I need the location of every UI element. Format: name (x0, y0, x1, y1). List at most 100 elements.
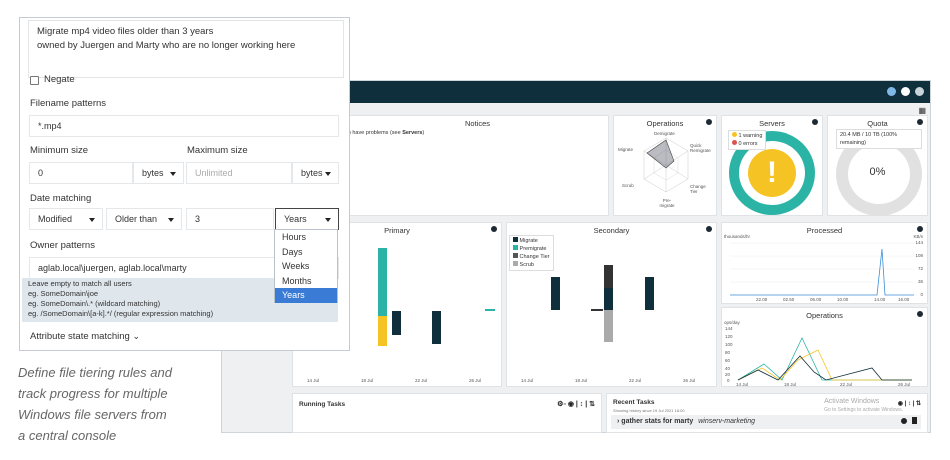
dashboard-topbar (222, 81, 930, 103)
dropdown-option-years[interactable]: Years (275, 288, 337, 303)
dropdown-option-hours[interactable]: Hours (282, 232, 307, 242)
filename-patterns-input[interactable]: *.mp4 (29, 115, 339, 137)
secondary-legend: Migrate Premigrate Change Tier Scrub (509, 235, 554, 271)
secondary-bar (604, 288, 613, 310)
running-tasks-title: Running Tasks (299, 401, 346, 408)
x-tick: 14 Jul (521, 378, 534, 383)
notices-title: Notices (464, 119, 490, 128)
secondary-title: Secondary (593, 226, 630, 235)
legend-item: Migrate (513, 237, 550, 245)
chart-toggle-icon[interactable]: ▦ (918, 106, 926, 115)
attribute-state-toggle[interactable]: Attribute state matching ⌄ (30, 331, 140, 342)
secondary-bar (591, 309, 603, 311)
x-tick: 26 Jul (683, 378, 696, 383)
maximum-size-label: Maximum size (187, 145, 248, 156)
info-icon[interactable] (917, 119, 923, 125)
info-icon[interactable] (491, 226, 497, 232)
running-tasks-panel: Running Tasks ⚙▫ ◉ | ↕ | ⇅ (292, 393, 602, 433)
recent-tasks-title: Recent Tasks (613, 399, 655, 406)
x-tick: 06.00 (810, 297, 822, 302)
operations-line-panel: Operations ops/day 144 120 100 80 60 40 … (721, 307, 928, 387)
maximum-size-unit-select[interactable]: bytes (292, 162, 339, 184)
warning-circle: ! (748, 149, 796, 197)
info-icon[interactable] (706, 226, 712, 232)
legend-item: Premigrate (513, 245, 550, 253)
y-tick: 40 (725, 366, 731, 371)
description-textarea[interactable]: Migrate mp4 video files older than 3 yea… (28, 20, 344, 78)
marketing-caption: Define file tiering rules and track prog… (18, 365, 172, 443)
y-tick: 100 (725, 342, 733, 347)
info-icon[interactable] (812, 119, 818, 125)
y-tick: 108 (915, 253, 923, 258)
x-tick: 14.00 (874, 297, 886, 302)
primary-bar (378, 248, 387, 316)
dropdown-option-months[interactable]: Months (282, 275, 312, 286)
date-amount-input[interactable]: 3 (186, 208, 274, 230)
radar-label: Migrate (618, 147, 634, 152)
y-tick: 80 (725, 350, 731, 355)
windows-watermark: Activate Windows Go to Settings to activ… (824, 398, 903, 413)
date-unit-dropdown: Hours Days Weeks Months Years (274, 229, 338, 303)
dashboard-window: ▦ Notices ) have problems (see Servers) … (221, 80, 931, 433)
x-tick: 22 Jul (415, 378, 428, 383)
minimum-size-unit-select[interactable]: bytes (133, 162, 184, 184)
y-tick: 0 (920, 292, 923, 297)
primary-bar (432, 311, 441, 344)
date-matching-label: Date matching (30, 193, 92, 204)
processed-ylabel: thousands/hr (724, 234, 751, 239)
secondary-bar (551, 277, 560, 310)
y-tick: 20 (725, 372, 731, 377)
task-name: gather stats for marty (621, 418, 694, 425)
info-icon[interactable] (706, 119, 712, 125)
servers-title: Servers (759, 119, 785, 128)
servers-link[interactable]: Servers (402, 130, 423, 136)
maximum-size-input[interactable]: Unlimited (186, 162, 292, 184)
info-icon[interactable] (917, 311, 923, 317)
quota-panel: Quota 0% 20.4 MB / 10 TB (100% remaining… (827, 115, 928, 216)
rule-dialog: Migrate mp4 video files older than 3 yea… (19, 17, 350, 351)
y-tick: 72 (917, 266, 923, 271)
date-comparison-select[interactable]: Older than (106, 208, 182, 230)
user-icon[interactable] (915, 87, 924, 96)
running-tasks-toolbar[interactable]: ⚙▫ ◉ | ↕ | ⇅ (557, 401, 595, 408)
warning-status: 1 warning (732, 132, 762, 140)
date-field-select[interactable]: Modified (29, 208, 103, 230)
processed-ylabel-right: KB/s (913, 234, 923, 239)
radar-label: Change Tier (690, 184, 706, 194)
servers-legend: 1 warning 0 errors (728, 130, 767, 150)
operations-line-chart (737, 337, 912, 381)
radar-label: Demigrate (654, 131, 675, 136)
x-tick: 22.00 (756, 297, 768, 302)
processed-panel: Processed thousands/hr KB/s 144 108 72 3… (721, 222, 928, 304)
radar-label: Pre-migrate (659, 198, 675, 208)
info-icon[interactable] (917, 226, 923, 232)
recent-tasks-toolbar[interactable]: ◉ | ↕ | ⇅ (897, 401, 921, 407)
servers-panel: Servers ! 1 warning 0 errors (721, 115, 823, 216)
ops-ylabel: ops/day (724, 320, 740, 325)
notices-text: ) have problems (see Servers) (349, 130, 425, 136)
dropdown-option-days[interactable]: Days (282, 246, 303, 257)
chevron-down-icon (168, 218, 174, 222)
task-status-icon[interactable] (901, 418, 907, 424)
x-tick: 14 Jul (307, 378, 320, 383)
chevron-down-icon: ⌄ (132, 331, 140, 341)
dropdown-option-weeks[interactable]: Weeks (282, 261, 310, 272)
negate-checkbox[interactable] (30, 76, 39, 85)
chevron-down-icon (170, 172, 176, 176)
legend-item: Change Tier (513, 253, 550, 261)
quota-title: Quota (867, 119, 888, 128)
secondary-panel: Secondary Migrate Premigrate Change Tier… (506, 222, 717, 387)
chevron-down-icon (325, 218, 331, 222)
quota-percent: 0% (869, 166, 886, 178)
notifications-icon[interactable] (901, 87, 910, 96)
theme-icon[interactable] (887, 87, 896, 96)
minimum-size-input[interactable]: 0 (29, 162, 133, 184)
primary-title: Primary (384, 226, 410, 235)
document-icon[interactable] (912, 417, 917, 424)
processed-title: Processed (806, 226, 843, 235)
date-unit-select[interactable]: Years (275, 208, 339, 230)
y-tick: 144 (915, 240, 923, 245)
y-tick: 0 (727, 378, 730, 383)
task-row[interactable]: › gather stats for marty winserv-marketi… (611, 415, 921, 429)
secondary-bar (645, 277, 654, 310)
